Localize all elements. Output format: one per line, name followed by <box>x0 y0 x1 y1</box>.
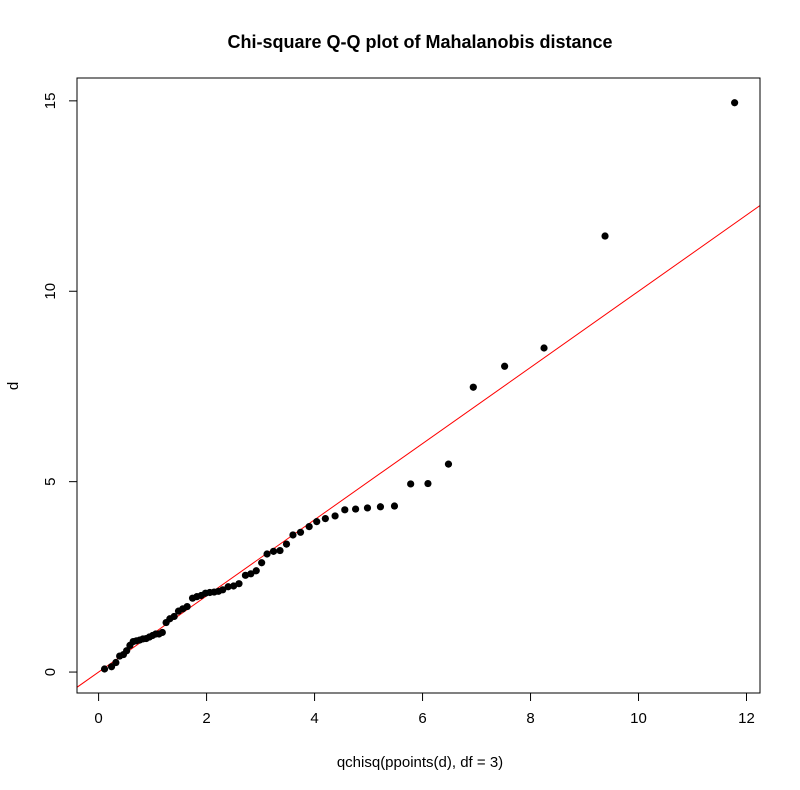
plot-area <box>77 99 760 688</box>
y-tick-label: 10 <box>42 283 59 300</box>
x-tick-label: 8 <box>526 710 534 727</box>
data-point <box>247 570 255 578</box>
data-point <box>321 514 329 523</box>
data-point <box>170 612 178 621</box>
y-tick-label: 5 <box>42 477 59 485</box>
reference-line <box>77 205 760 688</box>
data-point <box>241 571 250 579</box>
data-point <box>501 362 509 370</box>
x-tick-label: 0 <box>94 710 102 727</box>
data-point <box>224 583 232 591</box>
x-tick-label: 10 <box>630 710 647 727</box>
data-point <box>469 383 477 391</box>
data-point <box>341 506 349 514</box>
data-point <box>540 344 548 352</box>
data-point <box>390 502 399 510</box>
data-point <box>313 518 321 526</box>
data-point <box>258 559 266 567</box>
data-point <box>269 547 278 555</box>
data-point <box>731 99 739 107</box>
chart-title: Chi-square Q-Q plot of Mahalanobis dista… <box>227 32 612 52</box>
data-point <box>183 602 191 611</box>
x-tick-label: 4 <box>310 710 318 727</box>
x-tick-label: 12 <box>738 710 755 727</box>
y-axis-label: d <box>5 382 22 390</box>
data-point <box>305 522 313 531</box>
x-tick-label: 6 <box>418 710 426 727</box>
data-point <box>444 460 453 468</box>
y-axis: 0 5 10 15 <box>42 93 78 676</box>
data-point <box>351 505 360 513</box>
data-point <box>282 540 291 548</box>
data-point <box>235 580 243 588</box>
x-axis: 0 2 4 6 8 10 12 <box>94 692 755 727</box>
plot-frame <box>76 77 761 694</box>
data-point <box>158 628 166 637</box>
data-point <box>276 546 284 555</box>
data-point <box>123 647 131 655</box>
data-point <box>289 531 297 539</box>
data-point <box>252 567 260 575</box>
y-tick-label: 0 <box>42 668 59 676</box>
data-point <box>331 512 339 520</box>
data-point <box>263 550 271 558</box>
data-point <box>229 582 238 590</box>
data-point <box>407 480 415 488</box>
data-point <box>100 665 109 673</box>
x-axis-label: qchisq(ppoints(d), df = 3) <box>337 754 503 771</box>
data-point <box>296 528 305 536</box>
data-point <box>363 504 372 512</box>
x-tick-label: 2 <box>202 710 210 727</box>
data-point <box>601 232 609 240</box>
data-point <box>219 586 227 594</box>
data-point <box>112 658 120 667</box>
y-tick-label: 15 <box>42 93 59 110</box>
data-point <box>376 503 385 511</box>
data-point <box>424 479 432 488</box>
